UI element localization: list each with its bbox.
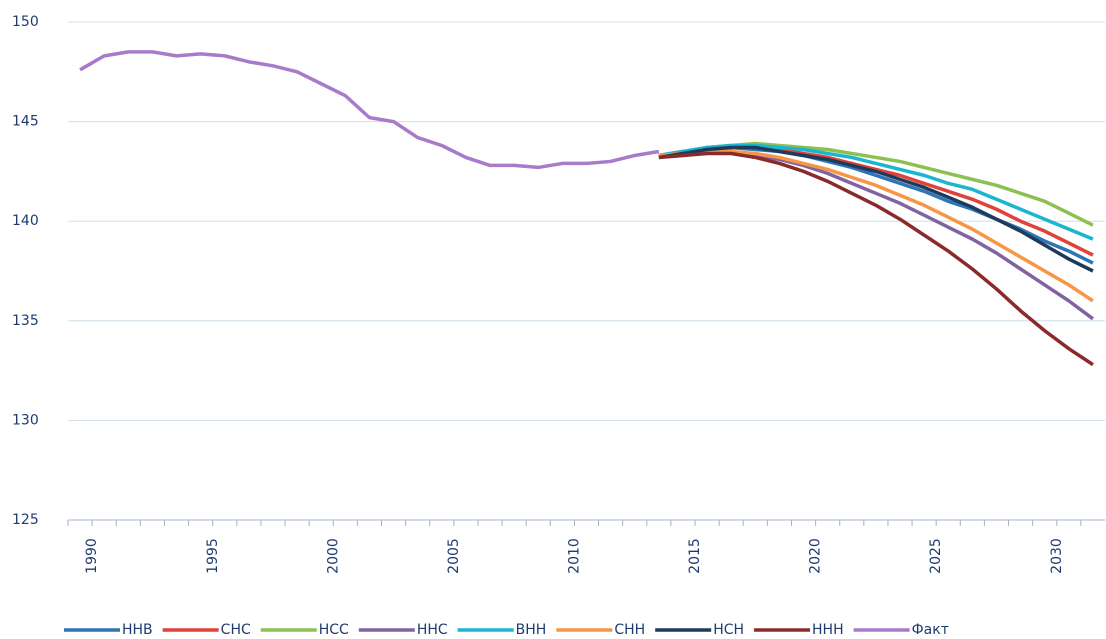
y-tick-label: 130 [12, 412, 39, 428]
y-tick-label: 150 [12, 14, 39, 30]
y-tick-label: 145 [12, 114, 39, 130]
legend-label: СНС [221, 622, 251, 638]
x-tick-label: 1990 [84, 538, 100, 574]
y-tick-label: 135 [12, 313, 39, 329]
x-tick-label: 2005 [446, 538, 462, 574]
series-line [658, 151, 1094, 367]
legend-item: НСН [655, 622, 744, 638]
x-tick-label: 2015 [687, 538, 703, 574]
legend-item: НСС [260, 622, 349, 638]
legend-label: НСС [319, 622, 349, 638]
legend-item: Факт [853, 622, 949, 638]
legend-label: ННВ [122, 622, 153, 638]
legend-label: ННН [812, 622, 844, 638]
x-tick-label: 2000 [325, 538, 341, 574]
legend-item: ВНН [457, 622, 547, 638]
legend-label: Факт [912, 622, 949, 638]
legend-label: НСН [713, 622, 744, 638]
legend-item: ННВ [64, 622, 153, 638]
y-tick-label: 125 [12, 512, 39, 528]
legend-label: ВНН [516, 622, 547, 638]
series-line [658, 143, 1094, 241]
legend-item: ННН [754, 622, 844, 638]
x-tick-label: 1995 [205, 538, 221, 574]
x-tick-label: 2010 [567, 538, 583, 574]
legend-label: СНН [614, 622, 645, 638]
x-tick-label: 2030 [1049, 538, 1065, 574]
legend-item: ННС [358, 622, 448, 638]
x-tick-label: 2020 [808, 538, 824, 574]
legend-item: СНН [556, 622, 645, 638]
series-line [658, 145, 1094, 273]
legend-label: ННС [417, 622, 448, 638]
series-line [658, 149, 1094, 303]
x-tick-label: 2025 [928, 538, 944, 574]
series-line [79, 50, 660, 170]
y-tick-label: 140 [12, 213, 39, 229]
legend-item: СНС [162, 622, 251, 638]
